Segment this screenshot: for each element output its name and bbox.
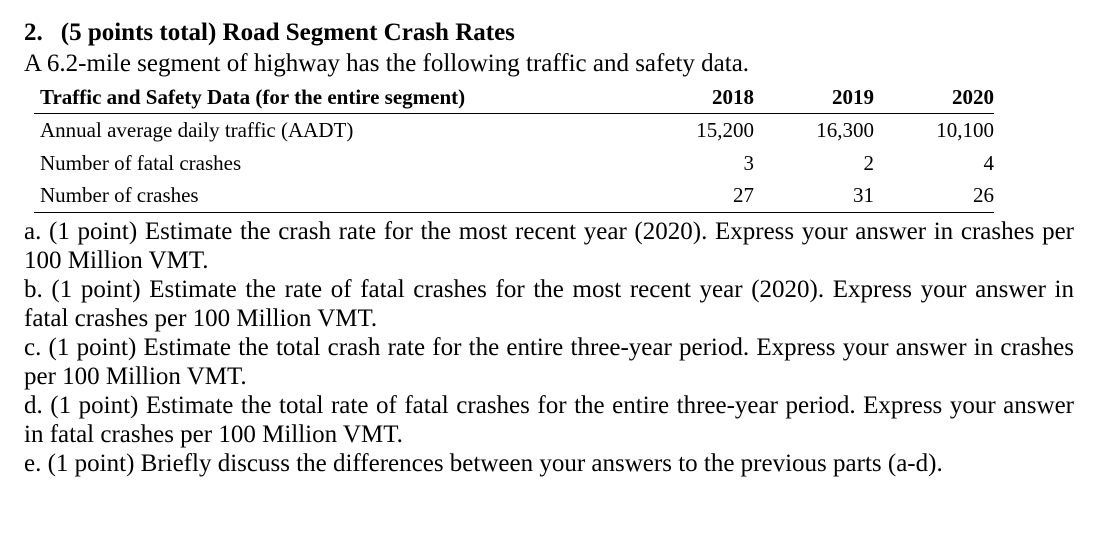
- question-intro: A 6.2-mile segment of highway has the fo…: [24, 50, 750, 77]
- question-parts: a. (1 point) Estimate the crash rate for…: [24, 217, 1074, 478]
- question-sheet: 2. (5 points total) Road Segment Crash Ra…: [24, 18, 1074, 478]
- question-number: 2.: [24, 19, 43, 46]
- cell-value: 26: [973, 183, 994, 208]
- column-header-description: Traffic and Safety Data (for the entire …: [40, 85, 466, 109]
- table-row-fatal-crashes: Number of fatal crashes 3 2 4: [34, 147, 994, 180]
- row-label: Number of fatal crashes: [40, 150, 242, 175]
- cell-value: 31: [853, 183, 874, 208]
- question-part-c: c. (1 point) Estimate the total crash ra…: [24, 334, 1074, 390]
- question-part-d: d. (1 point) Estimate the total rate of …: [24, 392, 1074, 448]
- column-header-2018: 2018: [712, 85, 754, 109]
- row-label: Annual average daily traffic (AADT): [40, 117, 354, 142]
- cell-value: 3: [743, 150, 755, 175]
- traffic-safety-table: Traffic and Safety Data (for the entire …: [34, 85, 994, 213]
- question-part-a: a. (1 point) Estimate the crash rate for…: [24, 218, 1074, 274]
- question-title: (5 points total) Road Segment Crash Rate…: [60, 19, 515, 46]
- table-row-crashes: Number of crashes 27 31 26: [34, 180, 994, 213]
- table-header-row: Traffic and Safety Data (for the entire …: [34, 85, 994, 114]
- column-header-2020: 2020: [952, 85, 994, 109]
- cell-value: 27: [733, 183, 754, 208]
- cell-value: 15,200: [696, 117, 754, 142]
- cell-value: 10,100: [936, 117, 994, 142]
- cell-value: 2: [863, 150, 875, 175]
- question-part-e: e. (1 point) Briefly discuss the differe…: [24, 450, 943, 477]
- question-part-b: b. (1 point) Estimate the rate of fatal …: [24, 276, 1074, 332]
- question-heading: 2. (5 points total) Road Segment Crash Ra…: [24, 18, 1074, 48]
- row-label: Number of crashes: [40, 183, 199, 208]
- column-header-2019: 2019: [832, 85, 874, 109]
- cell-value: 16,300: [816, 117, 874, 142]
- table-row-aadt: Annual average daily traffic (AADT) 15,2…: [34, 114, 994, 147]
- cell-value: 4: [983, 150, 995, 175]
